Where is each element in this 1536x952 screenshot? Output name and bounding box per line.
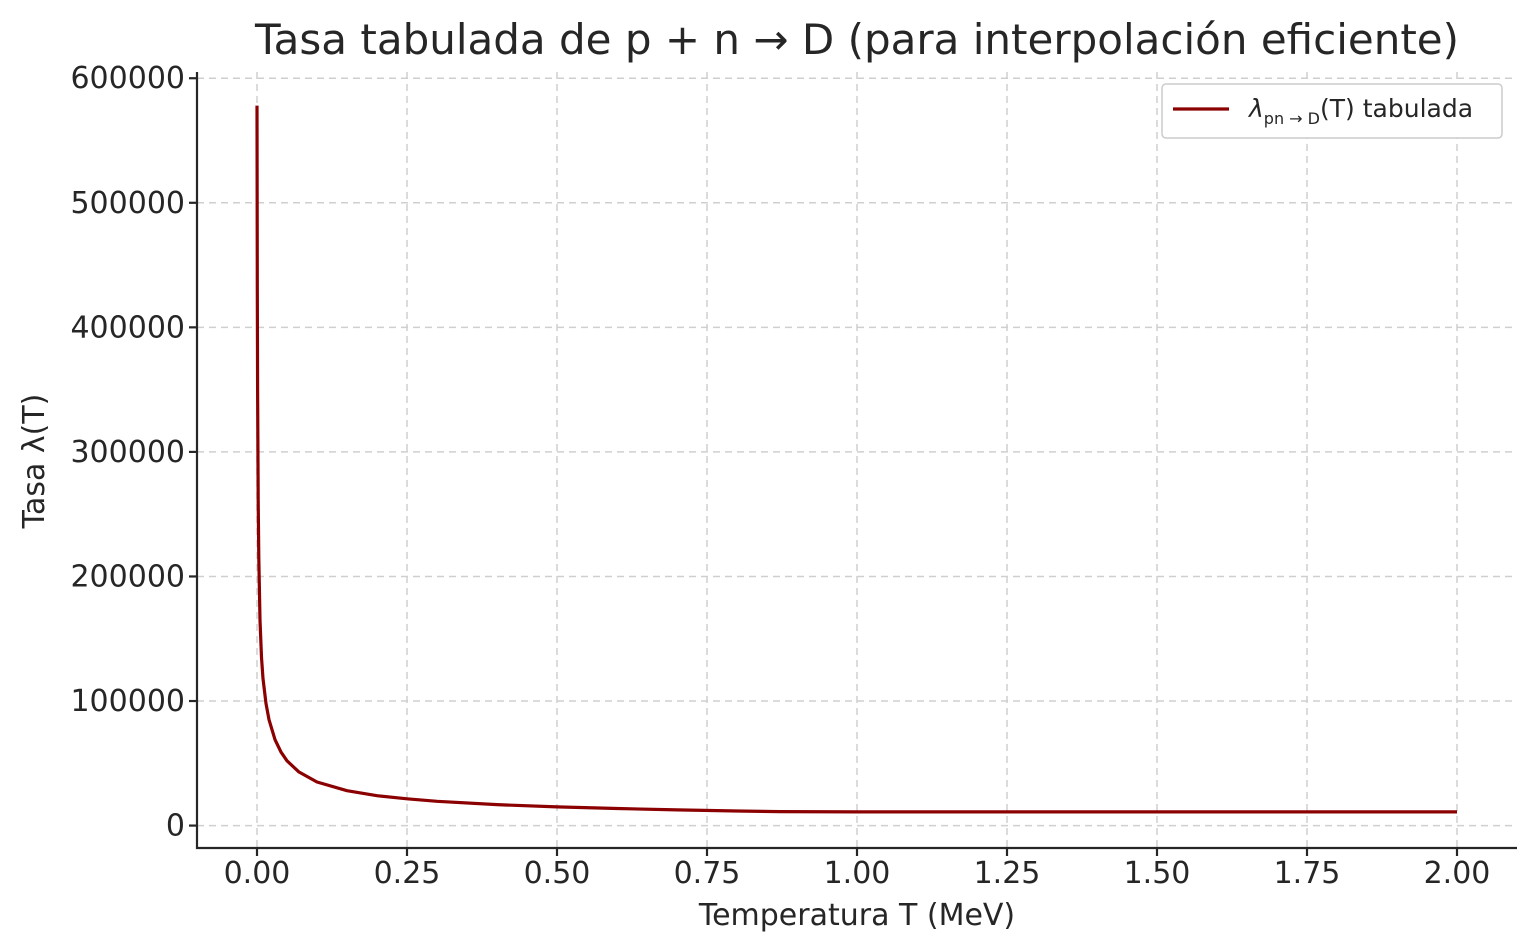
chart-title: Tasa tabulada de p + n → D (para interpo… <box>254 15 1459 64</box>
legend-label-suffix: tabulada <box>1355 94 1473 123</box>
legend: λpn → D(T) tabulada <box>1161 83 1503 139</box>
y-axis-label-text: Tasa λ(T) <box>17 394 52 530</box>
y-tick-label: 500000 <box>70 186 185 221</box>
x-tick-label: 0.50 <box>524 856 591 891</box>
legend-label-subscript: pn → D <box>1264 109 1320 128</box>
y-tick-label: 400000 <box>70 310 185 345</box>
x-tick-label: 1.25 <box>974 856 1041 891</box>
x-axis-label: Temperatura T (MeV) <box>698 898 1015 933</box>
y-tick-label: 200000 <box>70 559 185 594</box>
y-tick-label: 0 <box>166 809 185 844</box>
x-tick-label: 1.50 <box>1124 856 1191 891</box>
x-axis-ticks: 0.00 0.25 0.50 0.75 1.00 1.25 1.50 1.75 2.00 <box>224 848 1491 891</box>
y-tick-label: 100000 <box>70 684 185 719</box>
x-tick-label: 0.75 <box>674 856 741 891</box>
x-tick-label: 2.00 <box>1424 856 1491 891</box>
x-tick-label: 1.75 <box>1274 856 1341 891</box>
x-tick-label: 1.00 <box>824 856 891 891</box>
legend-label: λpn → D(T) tabulada <box>1247 94 1473 128</box>
y-axis-label: Tasa λ(T) <box>17 394 52 530</box>
x-tick-label: 0.25 <box>374 856 441 891</box>
x-tick-label: 0.00 <box>224 856 291 891</box>
y-tick-label: 600000 <box>70 61 185 96</box>
series-line <box>255 105 1457 814</box>
legend-box <box>1161 83 1503 139</box>
y-tick-label: 300000 <box>70 435 185 470</box>
axes-spine <box>195 72 1517 850</box>
legend-label-arg: (T) <box>1320 94 1355 123</box>
legend-label-symbol: λ <box>1247 94 1264 123</box>
grid <box>197 72 1517 848</box>
y-axis-ticks: 0 100000 200000 300000 400000 500000 600000 <box>70 61 197 844</box>
